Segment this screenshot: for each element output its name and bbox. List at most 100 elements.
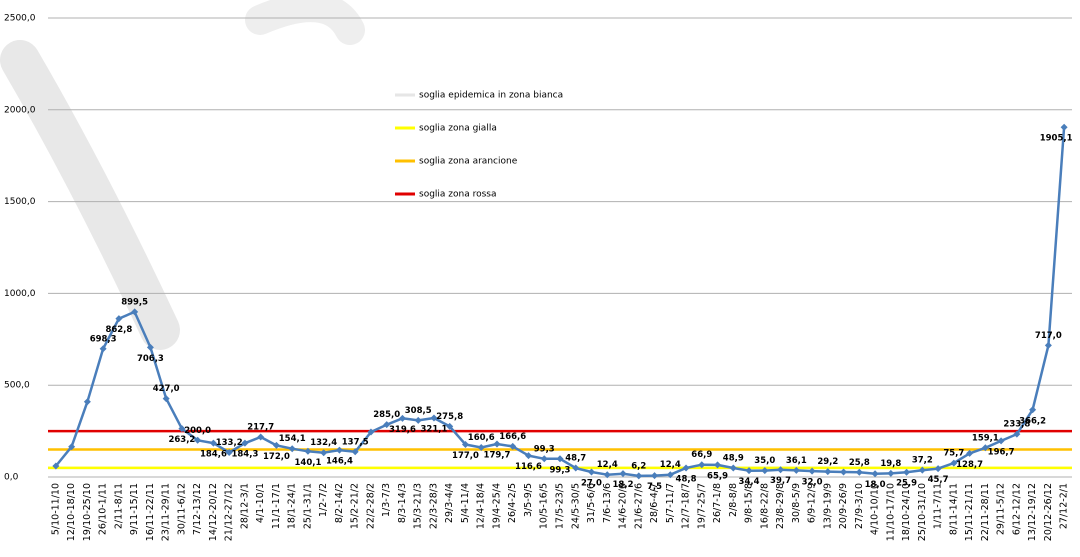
data-label: 706,3 xyxy=(137,354,164,364)
y-tick-label: 2500,0 xyxy=(4,14,36,24)
data-marker xyxy=(115,315,123,323)
x-tick-label: 2/11-8/11 xyxy=(113,483,124,529)
x-tick-label: 25/1-31/1 xyxy=(302,483,313,529)
data-marker xyxy=(950,459,958,467)
legend-label: soglia zona arancione xyxy=(419,157,518,167)
y-tick-label: 1500,0 xyxy=(4,197,36,207)
x-tick-label: 30/8-5/9 xyxy=(791,483,802,523)
x-tick-label: 7/12-13/12 xyxy=(192,483,203,535)
data-label: 37,2 xyxy=(912,456,933,466)
data-label: 66,9 xyxy=(691,450,712,460)
data-label: 140,1 xyxy=(294,458,321,468)
data-label: 159,1 xyxy=(972,433,999,443)
data-label: 217,7 xyxy=(247,423,274,433)
data-label: 717,0 xyxy=(1035,331,1062,341)
data-label: 319,6 xyxy=(389,425,416,435)
data-label: 128,7 xyxy=(956,460,983,470)
data-marker xyxy=(446,422,454,430)
data-marker xyxy=(477,444,485,452)
data-marker xyxy=(398,414,406,422)
x-tick-label: 1/11-7/11 xyxy=(933,483,944,529)
data-marker xyxy=(367,428,375,436)
data-marker xyxy=(209,439,217,447)
data-label: 233,8 xyxy=(1003,420,1030,430)
data-label: 6,2 xyxy=(631,461,646,471)
data-marker xyxy=(1013,430,1021,438)
data-marker xyxy=(272,441,280,449)
x-tick-label: 15/11-21/11 xyxy=(964,483,975,541)
data-label: 48,8 xyxy=(676,475,697,485)
x-tick-label: 19/10-25/10 xyxy=(82,483,93,541)
data-label: 75,7 xyxy=(943,449,964,459)
x-tick-label: 24/5-30/5 xyxy=(570,483,581,529)
y-tick-label: 0,0 xyxy=(4,473,19,483)
data-label: 36,1 xyxy=(786,456,807,466)
x-tick-label: 21/12-27/12 xyxy=(224,483,235,541)
data-marker xyxy=(83,398,91,406)
data-label: 12,4 xyxy=(660,460,681,470)
data-marker xyxy=(288,445,296,453)
data-marker xyxy=(493,440,501,448)
x-tick-label: 27/12-2/1 xyxy=(1059,483,1070,529)
data-label: 166,6 xyxy=(499,432,526,442)
data-label: 133,2 xyxy=(216,438,243,448)
data-marker xyxy=(745,467,753,475)
x-tick-label: 2/8-8/8 xyxy=(728,483,739,517)
x-tick-label: 18/10-24/10 xyxy=(901,483,912,541)
data-label: 899,5 xyxy=(121,297,148,307)
x-tick-label: 19/4-25/4 xyxy=(491,483,502,529)
data-label: 179,7 xyxy=(484,451,511,461)
data-marker xyxy=(414,416,422,424)
x-tick-label: 5/10-11/10 xyxy=(50,483,61,535)
data-marker xyxy=(981,444,989,452)
data-marker xyxy=(792,466,800,474)
x-tick-label: 20/12-26/12 xyxy=(1043,483,1054,541)
y-tick-label: 500,0 xyxy=(4,381,30,391)
x-tick-label: 6/12-12/12 xyxy=(1011,483,1022,535)
x-tick-label: 15/2-21/2 xyxy=(350,483,361,529)
x-tick-label: 11/1-17/1 xyxy=(271,483,282,529)
data-label: 366,2 xyxy=(1019,416,1046,426)
data-marker xyxy=(761,467,769,475)
data-label: 137,5 xyxy=(342,437,369,447)
data-marker xyxy=(383,421,391,429)
legend-label: soglia epidemica in zona bianca xyxy=(419,91,563,101)
data-label: 263,2 xyxy=(168,435,195,445)
x-tick-label: 28/6-4/7 xyxy=(649,483,660,523)
x-tick-label: 26/4-2/5 xyxy=(507,483,518,523)
x-tick-label: 8/3-14/3 xyxy=(397,483,408,523)
x-tick-label: 30/11-6/12 xyxy=(176,483,187,535)
data-label: 99,3 xyxy=(550,465,571,475)
data-marker xyxy=(257,433,265,441)
x-tick-label: 23/8-29/8 xyxy=(775,483,786,529)
data-label: 862,8 xyxy=(105,325,132,335)
data-label: 18,0 xyxy=(865,480,886,490)
x-tick-label: 13/12-19/12 xyxy=(1027,483,1038,541)
x-tick-label: 16/8-22/8 xyxy=(759,483,770,529)
x-tick-label: 8/11-14/11 xyxy=(948,483,959,535)
x-tick-label: 9/8-15/8 xyxy=(744,483,755,523)
data-marker xyxy=(351,448,359,456)
data-marker xyxy=(225,449,233,457)
x-tick-label: 15/3-21/3 xyxy=(413,483,424,529)
x-tick-label: 1/2-7/2 xyxy=(318,483,329,517)
x-tick-label: 26/7-1/8 xyxy=(712,483,723,523)
x-tick-label: 18/1-24/1 xyxy=(287,483,298,529)
x-tick-label: 4/10-10/10 xyxy=(870,483,881,535)
x-tick-label: 19/7-25/7 xyxy=(696,483,707,529)
x-tick-label: 10/5-16/5 xyxy=(539,483,550,529)
data-marker xyxy=(131,308,139,316)
x-tick-label: 5/4-11/4 xyxy=(460,483,471,523)
legend-label: soglia zona gialla xyxy=(419,124,497,134)
data-label: 25,8 xyxy=(849,458,870,468)
data-marker xyxy=(335,446,343,454)
data-marker xyxy=(729,464,737,472)
data-marker xyxy=(588,468,596,476)
data-label: 99,3 xyxy=(534,444,555,454)
x-tick-label: 1/3-7/3 xyxy=(381,483,392,517)
data-marker xyxy=(1060,123,1068,131)
x-tick-label: 12/10-18/10 xyxy=(66,483,77,541)
data-marker xyxy=(509,442,517,450)
x-tick-label: 3/5-9/5 xyxy=(523,483,534,517)
data-label: 196,7 xyxy=(988,447,1015,457)
